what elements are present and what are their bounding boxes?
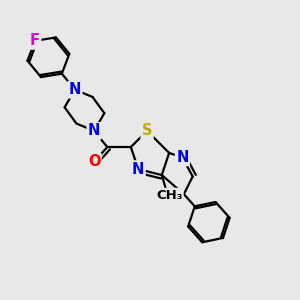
Text: N: N xyxy=(176,150,189,165)
Text: N: N xyxy=(88,123,100,138)
Text: N: N xyxy=(132,162,144,177)
Text: S: S xyxy=(142,123,152,138)
Text: O: O xyxy=(88,154,100,169)
Text: CH₃: CH₃ xyxy=(156,189,182,202)
Text: N: N xyxy=(69,82,81,97)
Text: F: F xyxy=(30,33,40,48)
